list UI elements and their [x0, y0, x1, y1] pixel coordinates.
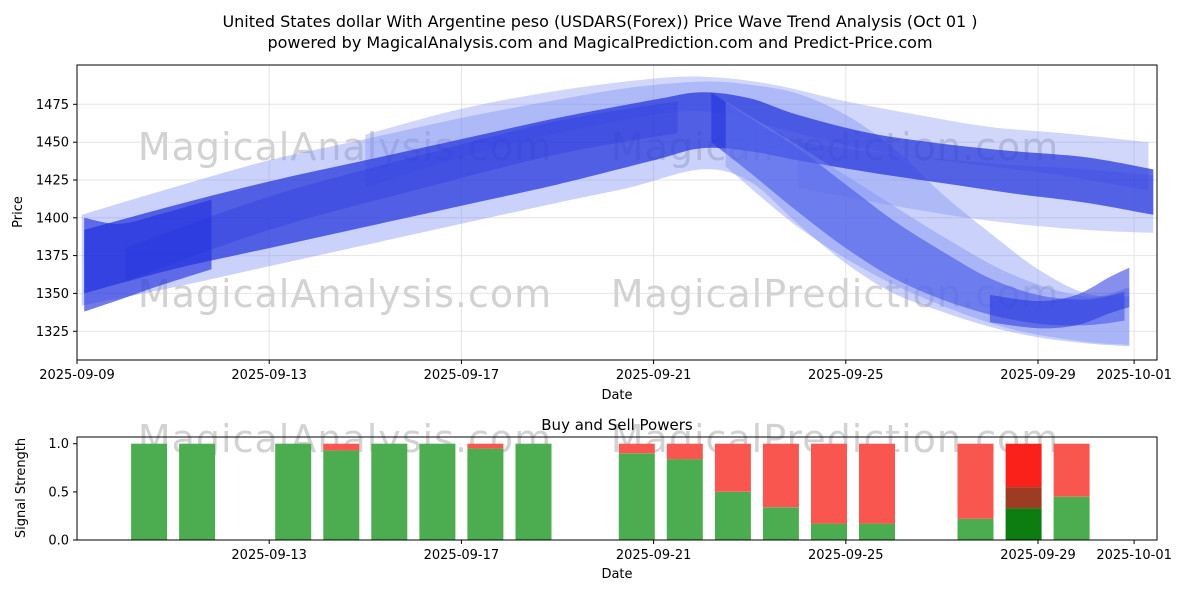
signal-x-tick-label: 2025-09-29 — [1000, 548, 1076, 563]
price-x-tick-label: 2025-09-09 — [39, 368, 115, 383]
price-wave-bands — [81, 76, 1154, 347]
wave-band-main-trend — [84, 92, 1154, 294]
signal-bar-segment-green — [666, 459, 703, 540]
signal-bar-segment-green — [957, 518, 994, 540]
signal-ylabel: Signal Strength — [14, 438, 29, 538]
signal-x-tick-label: 2025-09-13 — [231, 548, 307, 563]
signal-bars — [131, 443, 1090, 540]
price-y-tick-label: 1350 — [36, 287, 69, 302]
signal-x-tick-label: 2025-10-01 — [1096, 548, 1172, 563]
wave-band-right-hook — [989, 267, 1130, 329]
signal-bar-segment-dark_red — [1005, 487, 1042, 509]
signal-y-tick-label: 1.0 — [48, 437, 69, 452]
price-y-tick-label: 1325 — [36, 325, 69, 340]
signal-bar-segment-green — [131, 443, 168, 540]
price-y-tick-label: 1400 — [36, 211, 69, 226]
signal-xlabel: Date — [601, 567, 632, 582]
signal-bar-segment-green — [714, 491, 751, 540]
price-wave-chart: MagicalAnalysis.comMagicalPrediction.com… — [11, 64, 1172, 403]
wave-band-left-cluster — [84, 199, 212, 312]
signal-x-tick-label: 2025-09-25 — [808, 548, 884, 563]
price-x-tick-label: 2025-09-13 — [231, 368, 307, 383]
signal-chart-title: Buy and Sell Powers — [541, 416, 693, 434]
signal-bar-segment-red — [957, 443, 994, 519]
signal-bar-segment-green — [811, 523, 847, 540]
signal-bar-segment-green — [618, 453, 655, 540]
wave-band-inner-strand — [125, 101, 678, 282]
price-x-tick-label: 2025-09-25 — [808, 368, 884, 383]
watermark-magicalanalysis: MagicalAnalysis.com — [138, 272, 552, 316]
price-y-tick-label: 1450 — [36, 136, 69, 151]
signal-y-tick-label: 0.0 — [48, 534, 69, 549]
price-xlabel: Date — [601, 388, 632, 403]
signal-bar-segment-green — [1053, 496, 1090, 540]
signal-bar-segment-green — [179, 443, 216, 540]
signal-bar-segment-green — [515, 443, 552, 540]
signal-bar-segment-green — [371, 443, 408, 540]
signal-bar-segment-red — [618, 443, 655, 454]
signal-chart-axes: 0.0 0.5 1.0 2025-09-13 2025-09-17 2025-09-21 2… — [48, 437, 1172, 563]
signal-bar-segment-dark_green — [1005, 508, 1042, 540]
price-y-tick-label: 1425 — [36, 174, 69, 189]
signal-strength-chart: MagicalAnalysis.com MagicalPrediction.com… — [14, 416, 1172, 582]
signal-bar-segment-red — [323, 443, 360, 451]
signal-bar-segment-green — [419, 443, 456, 540]
price-y-tick-label: 1375 — [36, 249, 69, 264]
wave-band-upper-halo — [365, 76, 1149, 191]
signal-bar-segment-green — [323, 450, 360, 540]
price-y-tick-label: 1475 — [36, 98, 69, 113]
signal-bar-segment-red — [467, 443, 504, 449]
figure-title-line1: United States dollar With Argentine peso… — [222, 12, 977, 31]
signal-bar-segment-bright_red — [1005, 443, 1042, 487]
signal-x-tick-label: 2025-09-17 — [424, 548, 500, 563]
signal-x-tick-label: 2025-09-21 — [616, 548, 692, 563]
price-ylabel: Price — [11, 196, 26, 228]
signal-bar-segment-green — [859, 523, 895, 540]
signal-bar-segment-green — [762, 507, 799, 540]
price-chart-border — [76, 64, 1158, 361]
wave-band-descender-fan — [725, 101, 1130, 345]
signal-bar-segment-red — [1053, 443, 1090, 497]
signal-bar-segment-green — [467, 448, 504, 540]
price-x-tick-label: 2025-10-01 — [1096, 368, 1172, 383]
price-x-tick-label: 2025-09-29 — [1000, 368, 1076, 383]
price-x-tick-label: 2025-09-21 — [616, 368, 692, 383]
signal-y-tick-label: 0.5 — [48, 485, 69, 500]
signal-bar-segment-red — [762, 443, 799, 508]
signal-bar-segment-green — [275, 443, 312, 540]
signal-bar-segment-red — [714, 443, 751, 492]
price-x-tick-label: 2025-09-17 — [424, 368, 500, 383]
figure-title-line2: powered by MagicalAnalysis.com and Magic… — [267, 33, 932, 52]
signal-bar-segment-red — [811, 443, 847, 524]
signal-bar-segment-red — [859, 443, 895, 524]
signal-bar-segment-red — [666, 443, 703, 460]
signal-chart-border — [76, 436, 1158, 541]
price-chart-axes: 1325 1350 1375 1400 1425 1450 1475 2025-09-09 20… — [36, 98, 1172, 383]
